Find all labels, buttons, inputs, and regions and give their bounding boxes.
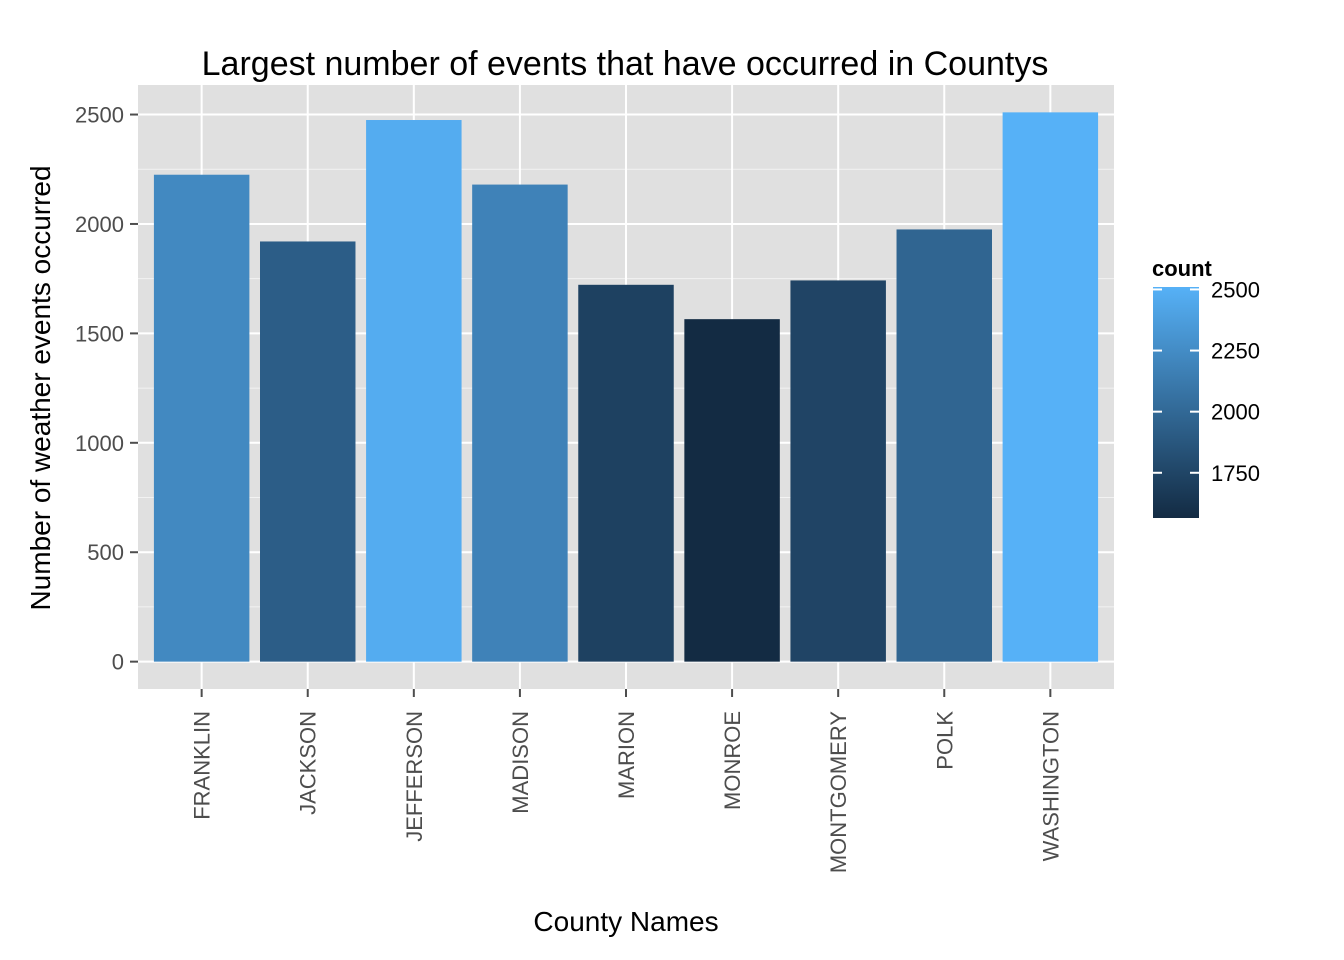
legend-title: count: [1152, 256, 1213, 281]
x-tick-label-marion: MARION: [614, 711, 639, 799]
y-tick-label: 2000: [75, 212, 124, 237]
bar-madison: [472, 184, 568, 662]
x-tick-label-polk: POLK: [932, 711, 957, 770]
chart-title: Largest number of events that have occur…: [202, 45, 1049, 83]
legend-label: 1750: [1211, 461, 1260, 486]
y-axis: 0 500 1000 1500 2000 2500: [75, 103, 138, 675]
x-tick-label-jackson: JACKSON: [296, 711, 321, 815]
bar-monroe: [684, 319, 780, 662]
legend-label: 2000: [1211, 400, 1260, 425]
x-axis-title: County Names: [533, 906, 718, 937]
y-tick-label: 500: [87, 540, 124, 565]
y-axis-title: Number of weather events occurred: [25, 165, 56, 610]
legend-colorbar: [1153, 287, 1199, 518]
x-tick-label-montgomery: MONTGOMERY: [826, 711, 851, 873]
legend-label: 2500: [1211, 277, 1260, 302]
legend-ticks: 1750 2000 2250 2500: [1153, 277, 1260, 486]
x-axis: FRANKLIN JACKSON JEFFERSON MADISON MARION MON…: [190, 689, 1063, 873]
bar-franklin: [153, 174, 250, 662]
y-tick-label: 2500: [75, 103, 124, 128]
y-tick-label: 0: [112, 650, 124, 675]
x-tick-label-madison: MADISON: [508, 711, 533, 814]
y-tick-label: 1500: [75, 321, 124, 346]
bar-washington: [1002, 112, 1099, 662]
bar-montgomery: [790, 280, 886, 662]
bar-jefferson: [366, 120, 462, 662]
bar-polk: [896, 229, 992, 662]
x-tick-label-washington: WASHINGTON: [1038, 711, 1063, 861]
y-tick-label: 1000: [75, 431, 124, 456]
x-tick-label-jefferson: JEFFERSON: [402, 711, 427, 842]
x-tick-label-franklin: FRANKLIN: [190, 711, 215, 820]
x-tick-label-monroe: MONROE: [720, 711, 745, 810]
bars: [153, 112, 1099, 662]
legend-label: 2250: [1211, 339, 1260, 364]
bar-marion: [578, 284, 674, 662]
legend: count 1750 2000 2250 2500: [1152, 256, 1260, 518]
bar-jackson: [260, 241, 356, 662]
